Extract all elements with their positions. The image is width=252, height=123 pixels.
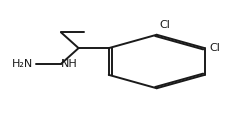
Text: NH: NH [61,59,77,69]
Text: Cl: Cl [209,43,220,53]
Text: Cl: Cl [159,20,169,30]
Text: H₂N: H₂N [12,59,33,69]
